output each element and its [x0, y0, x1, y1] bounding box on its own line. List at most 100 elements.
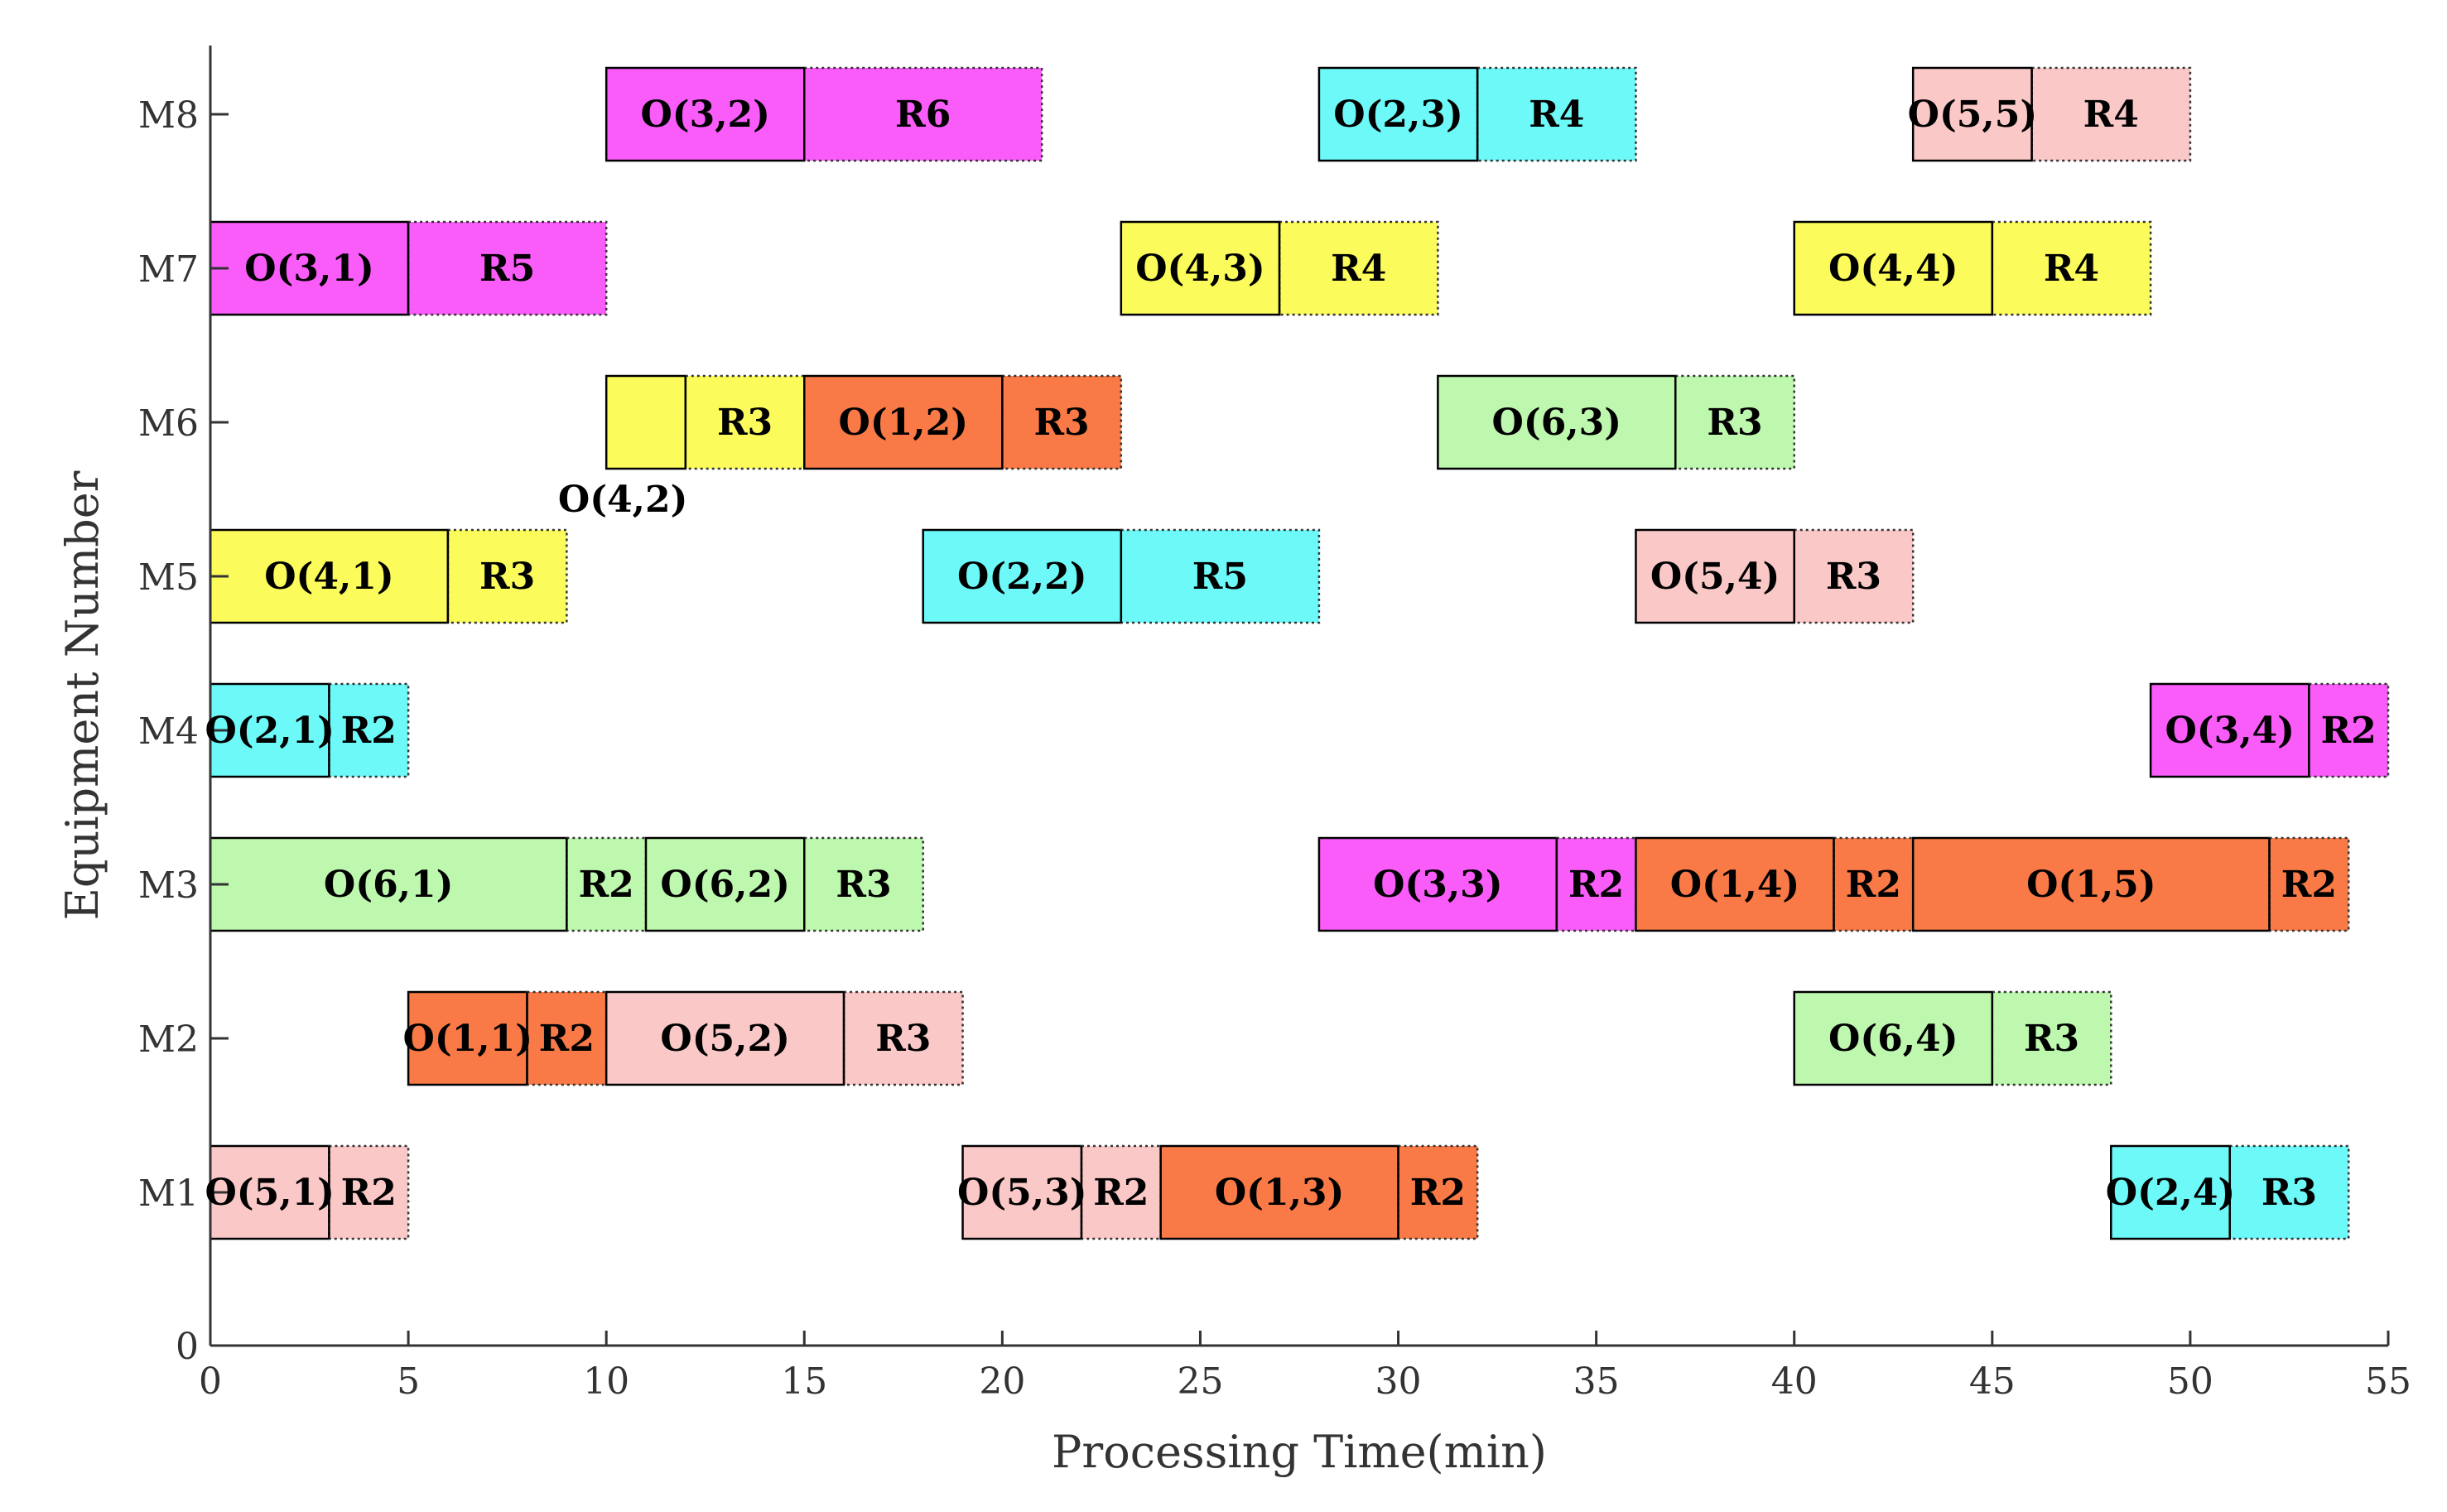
rest-label: R4: [1331, 248, 1386, 290]
operation-label: O(3,2): [640, 94, 770, 136]
rest-label: R2: [579, 864, 634, 906]
x-tick-label: 15: [781, 1360, 827, 1403]
rest-label: R2: [341, 1172, 397, 1214]
rest-bar: [1793, 528, 1915, 624]
y-tick-label: M3: [138, 864, 199, 907]
x-tick-label: 40: [1771, 1360, 1818, 1403]
rest-label: R3: [717, 402, 773, 444]
operation-bar: [1911, 836, 2271, 932]
rest-label: R6: [895, 94, 951, 136]
operation-label: O(6,3): [1492, 402, 1622, 444]
operation-label: O(4,2): [558, 479, 688, 521]
rest-label: R2: [1846, 864, 1901, 906]
operation-label: O(1,5): [2026, 864, 2156, 906]
operation-bar: [1120, 220, 1281, 316]
rest-label: R3: [836, 864, 891, 906]
operation-label: O(5,3): [957, 1172, 1087, 1214]
rest-label: R3: [1826, 556, 1881, 598]
operation-label: O(3,1): [244, 248, 374, 290]
operation-label: O(1,1): [403, 1018, 533, 1060]
rest-bar: [1991, 990, 2112, 1086]
rest-bar: [1001, 374, 1123, 470]
operation-label: O(2,4): [2106, 1172, 2236, 1214]
operation-bar: [1317, 836, 1558, 932]
y-tick-label: M8: [138, 94, 199, 137]
rest-bar: [2228, 1144, 2350, 1240]
y-axis-label: Equipment Number: [56, 470, 108, 920]
rest-label: R2: [2281, 864, 2337, 906]
y-tick-label: M6: [138, 402, 199, 445]
operation-bar: [605, 374, 687, 470]
y-tick-label: M4: [138, 710, 199, 753]
x-tick-label: 10: [583, 1360, 629, 1403]
rest-bar: [328, 1144, 410, 1240]
axes-layer: [209, 46, 2388, 1347]
operation-label: O(4,1): [264, 556, 394, 598]
x-tick-label: 55: [2365, 1360, 2411, 1403]
rest-bar: [684, 374, 806, 470]
y-zero-label: 0: [176, 1326, 199, 1368]
rest-label: R4: [2083, 94, 2139, 136]
y-tick-label: M2: [138, 1018, 199, 1061]
rest-label: R3: [2262, 1172, 2317, 1214]
ticks-layer: 0 5 10 15 20 25 30 35 40 45 50 55 M1 M2 M3 M4 M5 M6 M7 M8 0: [138, 94, 2411, 1403]
operation-label: O(1,3): [1215, 1172, 1345, 1214]
operation-bar: [961, 1144, 1083, 1240]
rest-label: R3: [479, 556, 535, 598]
operation-bar: [922, 528, 1123, 624]
rest-label: R3: [1707, 402, 1762, 444]
operation-bar: [1793, 220, 1994, 316]
rest-bar: [446, 528, 568, 624]
operation-label: O(1,2): [839, 402, 969, 444]
bars-layer: [209, 66, 2390, 1240]
operation-label: O(1,4): [1670, 864, 1800, 906]
rest-label: R4: [2044, 248, 2099, 290]
rest-bar: [803, 836, 924, 932]
operation-label: O(2,1): [205, 710, 335, 752]
operation-bar: [209, 528, 450, 624]
x-tick-label: 5: [397, 1360, 420, 1403]
operation-label: O(3,4): [2165, 710, 2295, 752]
rest-label: R2: [2321, 710, 2377, 752]
rest-label: R2: [341, 710, 397, 752]
rest-label: R2: [1568, 864, 1624, 906]
operation-bar: [1635, 836, 1835, 932]
rest-label: R2: [539, 1018, 595, 1060]
rest-bar: [803, 66, 1043, 162]
labels-layer: O(5,1) R2 O(5,3) R2 O(1,3) R2 O(2,4) R3O(1,1) R2…: [205, 94, 2376, 1214]
operation-label: O(5,1): [205, 1172, 335, 1214]
rest-bar: [1120, 528, 1321, 624]
operation-label: O(6,4): [1828, 1018, 1958, 1060]
rest-label: R2: [1093, 1172, 1149, 1214]
y-tick-label: M7: [138, 248, 199, 291]
operation-bar: [644, 836, 806, 932]
operation-bar: [209, 1144, 330, 1240]
x-tick-label: 35: [1573, 1360, 1620, 1403]
operation-bar: [1317, 66, 1479, 162]
operation-bar: [1635, 528, 1795, 624]
rest-bar: [1476, 66, 1637, 162]
operation-bar: [1793, 990, 1994, 1086]
operation-bar: [209, 220, 410, 316]
rest-bar: [842, 990, 964, 1086]
operation-label: O(4,4): [1828, 248, 1958, 290]
operation-bar: [1911, 66, 2033, 162]
rest-label: R3: [1033, 402, 1089, 444]
operation-label: O(5,5): [1908, 94, 2038, 136]
rest-label: R2: [1410, 1172, 1466, 1214]
rest-bar: [2030, 66, 2192, 162]
operation-bar: [605, 66, 806, 162]
x-tick-label: 30: [1375, 1360, 1422, 1403]
operation-bar: [1437, 374, 1677, 470]
y-tick-label: M1: [138, 1173, 199, 1215]
x-tick-label: 50: [2167, 1360, 2213, 1403]
x-tick-label: 0: [199, 1360, 222, 1403]
rest-label: R4: [1529, 94, 1584, 136]
operation-label: O(3,3): [1373, 864, 1503, 906]
x-tick-label: 45: [1969, 1360, 2016, 1403]
x-axis-label: Processing Time(min): [1052, 1426, 1547, 1478]
operation-label: O(2,2): [957, 556, 1087, 598]
operation-bar: [2149, 682, 2310, 778]
operation-bar: [209, 682, 330, 778]
